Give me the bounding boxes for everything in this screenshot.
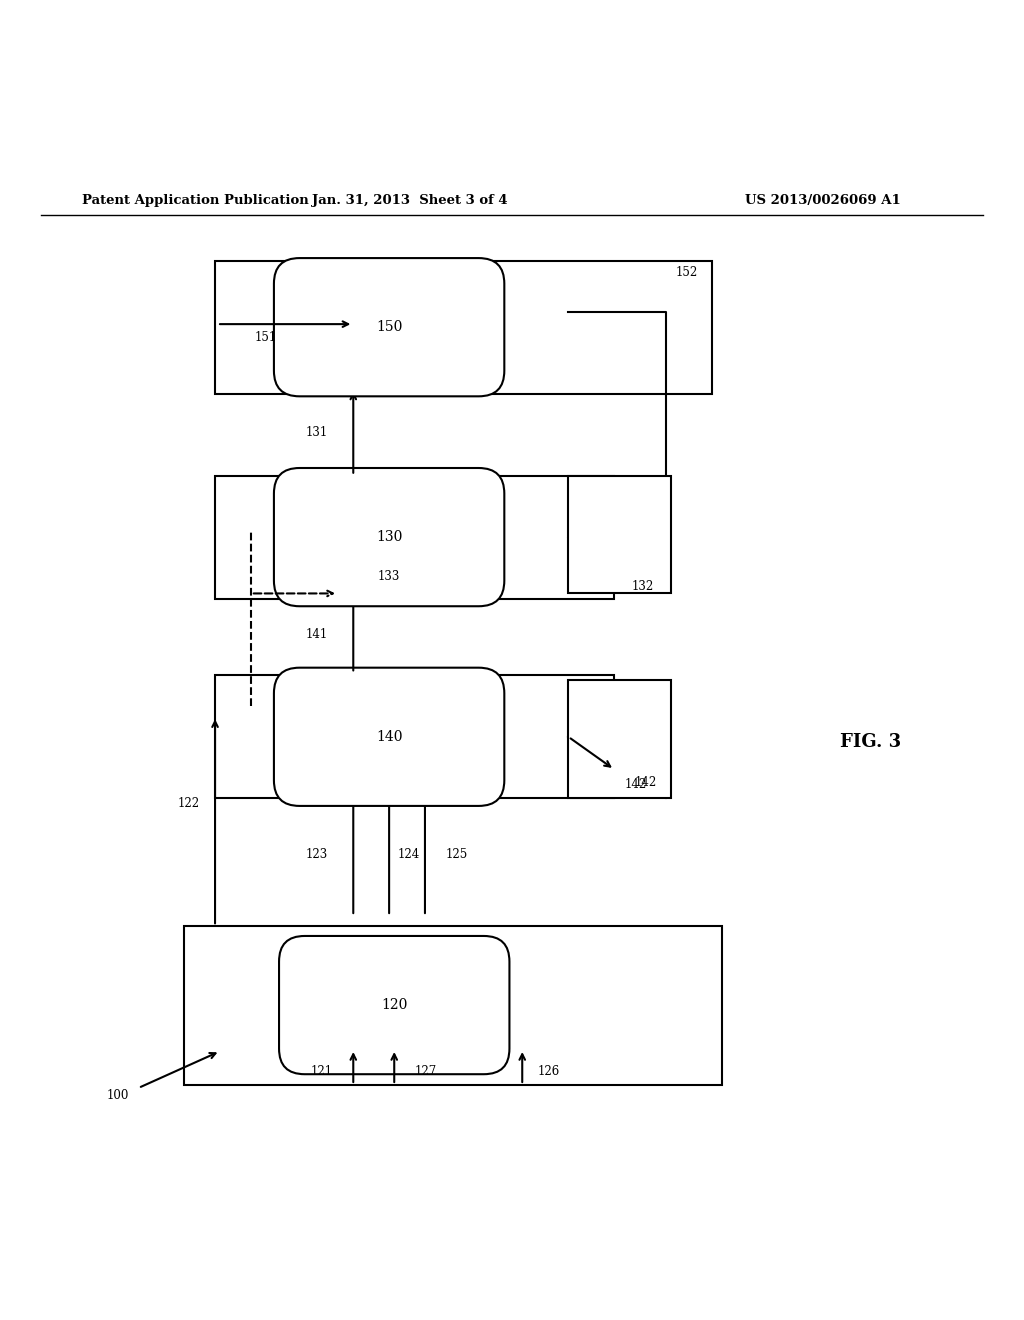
Text: 131: 131 bbox=[305, 426, 328, 440]
FancyBboxPatch shape bbox=[273, 469, 504, 606]
Text: 130: 130 bbox=[376, 531, 402, 544]
Text: 133: 133 bbox=[378, 569, 400, 582]
Text: 126: 126 bbox=[538, 1065, 560, 1078]
Text: Patent Application Publication: Patent Application Publication bbox=[82, 194, 308, 207]
Bar bbox=[568, 681, 671, 799]
Text: 123: 123 bbox=[305, 847, 328, 861]
Text: Jan. 31, 2013  Sheet 3 of 4: Jan. 31, 2013 Sheet 3 of 4 bbox=[311, 194, 508, 207]
Text: 122: 122 bbox=[177, 797, 200, 810]
Text: 140: 140 bbox=[376, 730, 402, 743]
Bar bbox=[215, 260, 712, 393]
FancyBboxPatch shape bbox=[279, 936, 509, 1074]
Text: 132: 132 bbox=[632, 579, 654, 593]
Text: 120: 120 bbox=[381, 998, 408, 1012]
FancyBboxPatch shape bbox=[273, 668, 504, 807]
Text: 125: 125 bbox=[445, 847, 468, 861]
Text: 124: 124 bbox=[397, 847, 420, 861]
Text: US 2013/0026069 A1: US 2013/0026069 A1 bbox=[745, 194, 901, 207]
Bar bbox=[568, 475, 671, 594]
Text: 121: 121 bbox=[310, 1065, 333, 1078]
Text: 142: 142 bbox=[635, 776, 657, 789]
FancyBboxPatch shape bbox=[273, 259, 504, 396]
Text: 151: 151 bbox=[255, 331, 278, 345]
Bar bbox=[215, 676, 614, 799]
Text: 142: 142 bbox=[625, 779, 647, 792]
Text: 100: 100 bbox=[106, 1089, 129, 1102]
Text: 152: 152 bbox=[676, 267, 698, 280]
Text: 150: 150 bbox=[376, 321, 402, 334]
Text: FIG. 3: FIG. 3 bbox=[840, 733, 901, 751]
Bar bbox=[215, 475, 614, 598]
Text: 127: 127 bbox=[415, 1065, 437, 1078]
Text: 141: 141 bbox=[305, 628, 328, 642]
Bar bbox=[184, 927, 722, 1085]
